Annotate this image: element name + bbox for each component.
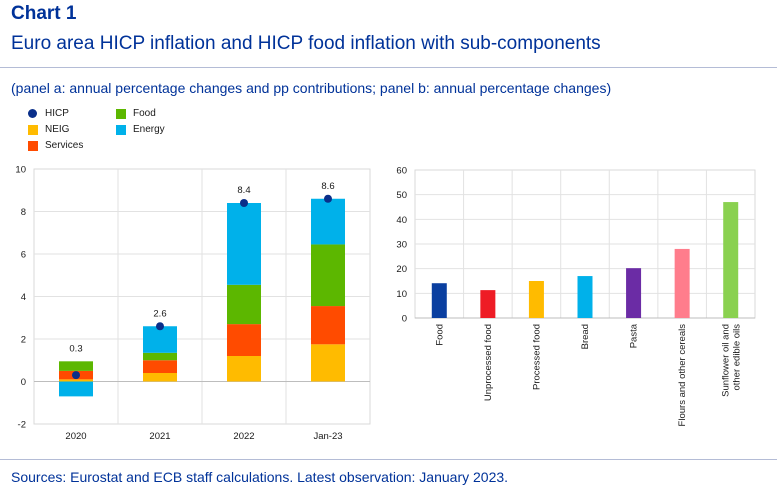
bar-neig-2021 [143,373,177,382]
panel-b-ytick-label: 20 [396,264,407,275]
panel-b-xtick-label: Sunflower oil andother edible oils [721,324,743,397]
bar-energy-jan-23 [311,198,345,245]
panel-b-xtick-line: Processed food [531,324,542,390]
hicp-data-label-2022: 8.4 [237,185,250,196]
legend-item-neig: NEIG [28,124,69,135]
bar-services-2021 [143,360,177,373]
panel-a-ytick-label: 4 [21,292,26,303]
bar-flours-and-other-cereals [674,248,690,318]
panel-b-xtick-label: Pasta [629,323,640,348]
chart-title: Euro area HICP inflation and HICP food i… [11,33,601,54]
bottom-divider [0,459,777,460]
hicp-marker-2021 [156,322,164,331]
panel-a-chart: -2 0 2 4 6 8 10 0.3 2020 2.6 2021 8.4 2022 8.6 Jan-23 [15,165,371,442]
top-divider [0,67,777,68]
food-swatch-icon [116,108,126,119]
bar-food-2020 [59,361,93,371]
hicp-marker-2020 [72,371,80,380]
bar-food-2021 [143,352,177,361]
bar-services-2022 [227,324,261,356]
panel-b-xtick-line: Unprocessed food [483,324,494,401]
bar-food-jan-23 [311,244,345,307]
panel-b-xtick-label: Unprocessed food [483,324,494,401]
panel-b-ytick-label: 40 [396,215,407,226]
panel-b-ytick-label: 60 [396,166,407,177]
bar-energy-2022 [227,203,261,285]
energy-swatch-icon [116,124,126,135]
legend-item-energy: Energy [116,124,165,135]
bar-energy-2020 [59,381,93,397]
bar-processed-food [528,281,544,318]
panel-a-ytick-label: 8 [21,207,26,218]
panel-b-xtick-line: Food [434,324,445,346]
panel-b-xtick-line: Sunflower oil and [721,324,732,397]
legend-label-food: Food [133,108,156,119]
services-swatch-icon [28,140,38,151]
panel-b-xtick-line: Bread [580,324,591,349]
panel-a-xtick-label: 2022 [233,431,254,442]
panel-b-xtick-line: Pasta [629,323,640,348]
panel-b-ytick-label: 30 [396,240,407,251]
hicp-data-label-2021: 2.6 [153,308,166,319]
bar-food-2022 [227,284,261,325]
bar-pasta [626,268,642,318]
hicp-marker-2022 [240,199,248,207]
panel-b-xtick-label: Flours and other cereals [677,324,688,427]
panel-b-ytick-label: 50 [396,190,407,201]
bar-bread [577,276,593,318]
legend-label-hicp: HICP [45,108,69,119]
hicp-data-label-2020: 0.3 [69,343,82,354]
panel-b-xtick-line: other edible oils [732,324,743,391]
panel-b-chart: 0 10 20 30 40 50 60 Food Unprocessed food Process… [396,166,756,427]
panel-b-xtick-label: Food [434,324,445,346]
neig-swatch-icon [28,124,38,135]
source-note: Sources: Eurostat and ECB staff calculat… [11,469,509,485]
bar-unprocessed-food [480,290,496,318]
panel-b-ytick-label: 10 [396,289,407,300]
panel-b-xtick-label: Processed food [531,324,542,390]
panel-a-ytick-label: 6 [21,250,26,261]
hicp-data-label-jan-23: 8.6 [321,181,334,192]
panel-a-xtick-label: Jan-23 [313,431,342,442]
bar-neig-jan-23 [311,344,345,382]
panel-a-ytick-label: 0 [21,377,26,388]
legend-item-food: Food [116,108,156,119]
bar-food [431,283,447,318]
bar-neig-2022 [227,356,261,382]
hicp-marker-jan-23 [324,194,332,203]
panel-a-ytick-label: 2 [21,335,26,346]
panel-b-ytick-label: 0 [402,314,407,325]
chart-number: Chart 1 [11,3,77,24]
chart-subtitle: (panel a: annual percentage changes and … [11,80,612,96]
legend-item-services: Services [28,140,83,151]
legend-item-hicp: HICP [28,108,69,119]
panel-a-ytick-label: 10 [15,165,26,176]
legend-label-neig: NEIG [45,124,70,135]
panel-a-xtick-label: 2021 [149,431,170,442]
hicp-marker-icon [28,109,37,118]
legend-label-services: Services [45,140,84,151]
panel-b-xtick-line: Flours and other cereals [677,324,688,427]
bar-services-jan-23 [311,306,345,345]
panel-a-ytick-label: -2 [18,420,26,431]
panel-b-xtick-label: Bread [580,324,591,349]
bar-neig-2020 [59,379,93,382]
bar-sunflower-oil-and-other-edible-oils [723,202,739,318]
panel-a-legend: HICP NEIG Services Food Energy [28,108,228,158]
bar-energy-2021 [143,326,177,353]
panel-a-xtick-label: 2020 [65,431,86,442]
legend-label-energy: Energy [133,124,165,135]
